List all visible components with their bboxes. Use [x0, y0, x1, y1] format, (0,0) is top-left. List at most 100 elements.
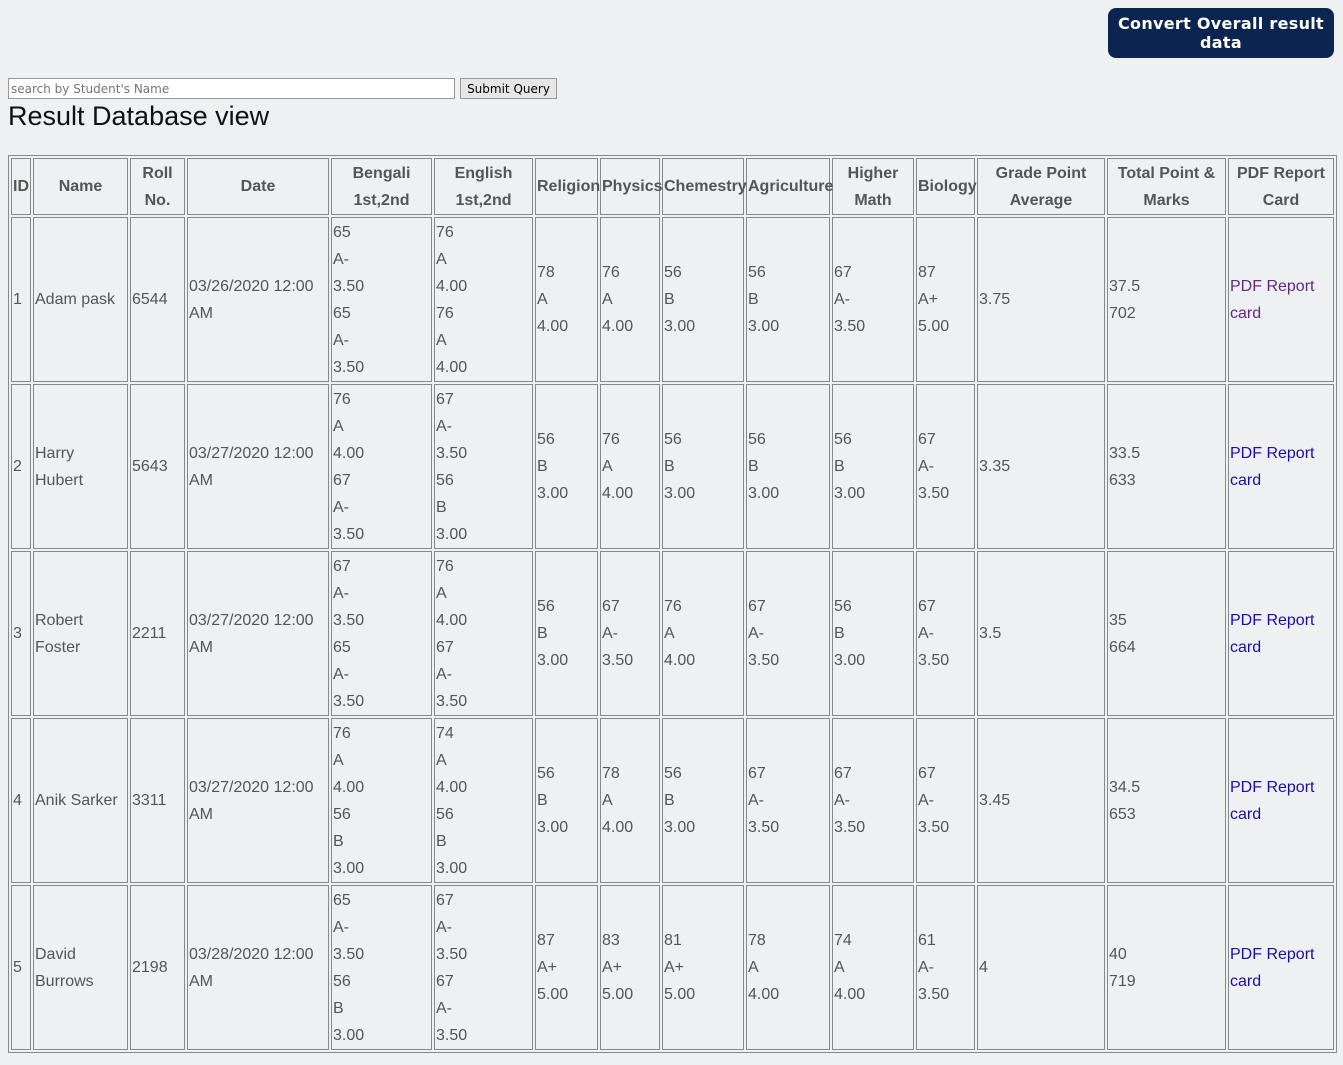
cell-line: B [748, 458, 759, 475]
table-cell: Anik Sarker [33, 718, 128, 883]
table-cell: 3.35 [977, 384, 1105, 549]
cell-line: B [333, 999, 344, 1017]
table-cell: 67 A- 3.50 56 B 3.00 [434, 384, 533, 549]
cell-line: 56 [748, 264, 766, 281]
table-cell: Adam pask [33, 217, 128, 382]
cell-line: 56 [537, 431, 555, 448]
table-cell: 81 A+ 5.00 [662, 885, 744, 1050]
table-cell: 74 A 4.00 56 B 3.00 [434, 718, 533, 883]
table-cell: 78 A 4.00 [600, 718, 660, 883]
pdf-link[interactable]: PDF Report card [1230, 444, 1315, 489]
cell-line: A- [918, 458, 934, 475]
cell-line: A- [436, 918, 452, 936]
cell-line: A- [333, 250, 349, 268]
cell-line: 67 [918, 765, 936, 782]
cell-line: B [537, 792, 548, 809]
table-cell: 5 [11, 885, 31, 1050]
cell-line: 65 [333, 223, 351, 241]
cell-line: 78 [602, 765, 620, 782]
table-cell: 67 A- 3.50 65 A- 3.50 [331, 551, 432, 716]
cell-line: 74 [436, 724, 454, 742]
cell-line: B [664, 458, 675, 475]
table-cell: 56 B 3.00 [832, 551, 914, 716]
cell-line: A [602, 792, 613, 809]
cell-line: 3.50 [436, 444, 468, 462]
pdf-link[interactable]: PDF Report card [1230, 778, 1315, 823]
cell-line: 3.00 [537, 485, 569, 502]
cell-line: A [436, 331, 447, 349]
cell-line: A+ [664, 959, 685, 976]
cell-line: 76 [333, 724, 351, 742]
table-cell: 4 [977, 885, 1105, 1050]
cell-line: 83 [602, 932, 620, 949]
cell-line: 37.5 [1109, 277, 1141, 295]
table-cell: Harry Hubert [33, 384, 128, 549]
table-cell: 03/28/2020 12:00 AM [187, 885, 329, 1050]
cell-line: B [834, 625, 845, 642]
table-cell: 67 A- 3.50 [600, 551, 660, 716]
cell-line: 67 [834, 765, 852, 782]
table-cell: 2198 [130, 885, 185, 1050]
cell-line: 65 [333, 304, 351, 322]
table-row: 3 Robert Foster 2211 03/27/2020 12:00 AM 67 A… [11, 551, 1334, 716]
cell-line: 56 [664, 765, 682, 782]
cell-line: 61 [918, 932, 936, 949]
cell-line: 5.00 [664, 986, 696, 1003]
column-header: Religion [535, 158, 600, 215]
table-cell: Robert Foster [33, 551, 128, 716]
table-cell: 4 [11, 718, 31, 883]
cell-line: 3.50 [333, 277, 365, 295]
table-cell: 3.5 [977, 551, 1105, 716]
cell-line: B [664, 291, 675, 308]
cell-line: 3.00 [748, 318, 780, 335]
cell-line: A [664, 625, 675, 642]
cell-line: 33.5 [1109, 444, 1141, 462]
cell-line: 67 [918, 431, 936, 448]
table-cell: 65 A- 3.50 65 A- 3.50 [331, 217, 432, 382]
table-cell: 34.5 653 [1107, 718, 1226, 883]
cell-line: 76 [436, 304, 454, 322]
cell-line: 3.50 [333, 611, 365, 629]
convert-button[interactable]: Convert Overall result data [1108, 8, 1334, 58]
pdf-link[interactable]: PDF Report card [1230, 611, 1315, 656]
cell-line: A [436, 751, 447, 769]
cell-line: 3.00 [333, 859, 365, 877]
table-cell: 56 B 3.00 [662, 718, 744, 883]
cell-line: 4.00 [664, 652, 696, 669]
table-cell: 67 A- 3.50 [916, 551, 975, 716]
table-row: 1 Adam pask 6544 03/26/2020 12:00 AM 65 A- 3.5… [11, 217, 1334, 382]
cell-line: 664 [1109, 638, 1136, 656]
table-cell: 76 A 4.00 [600, 384, 660, 549]
cell-line: B [834, 458, 845, 475]
cell-line: 4.00 [436, 611, 468, 629]
pdf-link[interactable]: PDF Report card [1230, 945, 1315, 990]
cell-line: B [748, 291, 759, 308]
cell-line: 76 [602, 264, 620, 281]
cell-line: 3.50 [333, 945, 365, 963]
table-row: 5 David Burrows 2198 03/28/2020 12:00 AM 65 A… [11, 885, 1334, 1050]
cell-line: 56 [834, 598, 852, 615]
cell-line: 3.50 [436, 945, 468, 963]
table-cell: 67 A- 3.50 67 A- 3.50 [434, 885, 533, 1050]
cell-line: 3.50 [333, 358, 365, 376]
column-header: Agriculture [746, 158, 833, 215]
cell-line: 56 [436, 805, 454, 823]
result-table: ID Name Roll No. Date Bengali 1st,2nd English… [8, 155, 1337, 1053]
cell-line: A- [602, 625, 618, 642]
search-input[interactable] [8, 78, 455, 99]
table-cell: 2211 [130, 551, 185, 716]
pdf-link[interactable]: PDF Report card [1230, 277, 1315, 322]
table-cell: 5643 [130, 384, 185, 549]
table-cell: PDF Report card [1228, 718, 1334, 883]
cell-line: 3.50 [834, 318, 866, 335]
cell-line: 3.50 [918, 819, 950, 836]
cell-line: A- [834, 792, 850, 809]
cell-line: 56 [664, 431, 682, 448]
table-cell: 76 A 4.00 [600, 217, 660, 382]
cell-line: 4.00 [602, 485, 634, 502]
cell-line: 3.00 [834, 485, 866, 502]
cell-line: 78 [748, 932, 766, 949]
cell-line: A [602, 458, 613, 475]
submit-button[interactable]: Submit Query [460, 78, 557, 99]
cell-line: A [436, 584, 447, 602]
